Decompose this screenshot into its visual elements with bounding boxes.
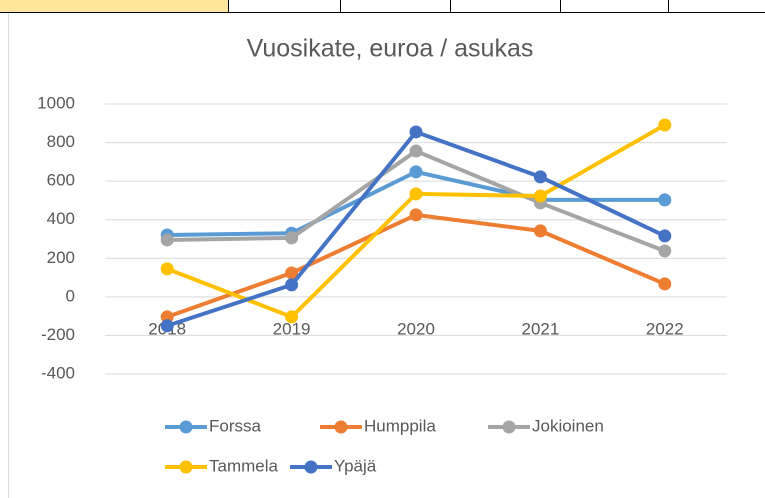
- legend-label: Ypäjä: [334, 456, 377, 475]
- point: [409, 165, 423, 179]
- x-tick-label: 2022: [646, 319, 684, 338]
- legend-label: Humppila: [364, 416, 436, 435]
- point: [658, 193, 672, 207]
- point: [285, 278, 299, 292]
- point: [285, 231, 299, 245]
- point: [409, 208, 423, 222]
- legend-marker: [304, 460, 318, 474]
- y-tick-label: -400: [41, 363, 75, 382]
- y-tick-label: 400: [47, 209, 75, 228]
- legend-marker: [502, 420, 516, 434]
- point: [285, 310, 299, 324]
- y-tick-label: -200: [41, 325, 75, 344]
- legend-marker: [179, 420, 193, 434]
- point: [658, 229, 672, 243]
- x-tick-label: 2019: [273, 319, 311, 338]
- point: [658, 277, 672, 291]
- point: [160, 319, 174, 333]
- legend-label: Tammela: [209, 456, 279, 475]
- y-tick-label: 800: [47, 132, 75, 151]
- point: [409, 144, 423, 158]
- chart-title: Vuosikate, euroa / asukas: [247, 35, 534, 63]
- point: [285, 266, 299, 280]
- y-tick-label: 600: [47, 171, 75, 190]
- point: [160, 262, 174, 276]
- point: [409, 125, 423, 139]
- legend-marker: [334, 420, 348, 434]
- y-tick-label: 200: [47, 248, 75, 267]
- sheet-grid: [0, 0, 765, 13]
- y-tick-label: 1000: [37, 93, 75, 112]
- point: [409, 187, 423, 201]
- legend-label: Forssa: [209, 416, 262, 435]
- point: [658, 118, 672, 132]
- point: [533, 170, 547, 184]
- selected-cell[interactable]: [0, 0, 228, 12]
- legend-marker: [179, 460, 193, 474]
- y-tick-label: 0: [66, 286, 75, 305]
- point: [533, 224, 547, 238]
- point: [658, 244, 672, 258]
- x-tick-label: 2020: [397, 319, 435, 338]
- x-tick-label: 2021: [521, 319, 559, 338]
- point: [533, 189, 547, 203]
- legend-label: Jokioinen: [532, 416, 604, 435]
- point: [160, 233, 174, 247]
